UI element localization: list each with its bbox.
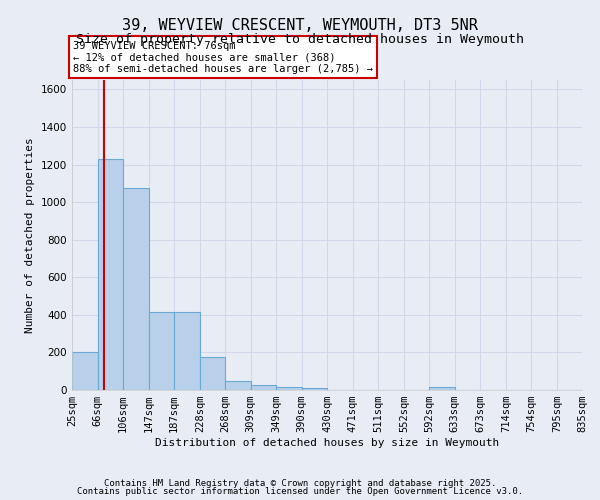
Bar: [302, 388, 327, 390]
Text: Size of property relative to detached houses in Weymouth: Size of property relative to detached ho…: [76, 32, 524, 46]
Bar: [276, 387, 302, 390]
Text: 39, WEYVIEW CRESCENT, WEYMOUTH, DT3 5NR: 39, WEYVIEW CRESCENT, WEYMOUTH, DT3 5NR: [122, 18, 478, 32]
Text: 39 WEYVIEW CRESCENT: 76sqm
← 12% of detached houses are smaller (368)
88% of sem: 39 WEYVIEW CRESCENT: 76sqm ← 12% of deta…: [73, 40, 373, 74]
Bar: [429, 387, 455, 390]
Y-axis label: Number of detached properties: Number of detached properties: [25, 137, 35, 333]
Bar: [149, 312, 174, 390]
Bar: [200, 357, 225, 390]
Bar: [225, 380, 251, 390]
Bar: [123, 188, 149, 390]
X-axis label: Distribution of detached houses by size in Weymouth: Distribution of detached houses by size …: [155, 438, 499, 448]
Bar: [251, 386, 276, 390]
Text: Contains HM Land Registry data © Crown copyright and database right 2025.: Contains HM Land Registry data © Crown c…: [104, 478, 496, 488]
Bar: [174, 312, 200, 390]
Text: Contains public sector information licensed under the Open Government Licence v3: Contains public sector information licen…: [77, 487, 523, 496]
Bar: [72, 352, 98, 390]
Bar: [98, 158, 123, 390]
